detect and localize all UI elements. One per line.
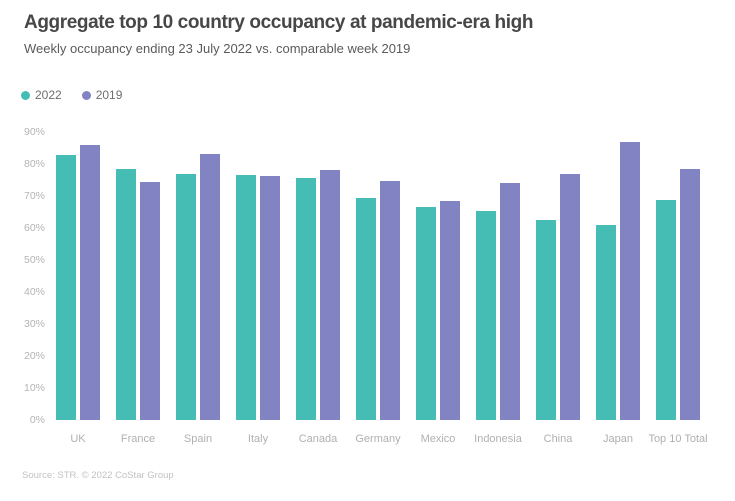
bar-China-2019	[560, 173, 580, 420]
x-axis: UK France Spain Italy Canada Germany Mexico Ind…	[50, 433, 735, 445]
y-axis-tick-50: 50%	[23, 254, 45, 266]
y-axis-tick-40: 40%	[23, 286, 45, 298]
x-axis-label-Italy: Italy	[247, 433, 269, 445]
bar-Indonesia-2022	[476, 211, 496, 420]
chart-title: Aggregate top 10 country occupancy at pa…	[24, 12, 534, 33]
bar-chart: 0% 10% 20% 30% 40% 50% 60% 70% 80% 90% UK France Sp…	[0, 125, 735, 445]
x-axis-label-Germany: Germany	[355, 433, 401, 445]
bar-group-Spain	[176, 154, 220, 420]
y-axis-tick-0: 0%	[29, 414, 45, 426]
bar-Indonesia-2019	[500, 183, 520, 420]
bar-Germany-2019	[380, 181, 400, 420]
bar-UK-2022	[56, 154, 76, 420]
x-axis-label-Indonesia: Indonesia	[474, 433, 522, 445]
y-axis-tick-20: 20%	[23, 350, 45, 362]
bar-group-Italy	[236, 174, 280, 420]
plot-area	[50, 125, 735, 420]
x-axis-label-China: China	[543, 433, 573, 445]
bar-Italy-2019	[260, 175, 280, 420]
bar-Germany-2022	[356, 198, 376, 420]
bar-UK-2019	[80, 144, 100, 420]
y-axis-tick-10: 10%	[23, 382, 45, 394]
x-axis-label-France: France	[120, 433, 156, 445]
bar-Canada-2019	[320, 169, 340, 420]
bar-group-Mexico	[416, 201, 460, 420]
y-axis-tick-90: 90%	[23, 126, 45, 138]
bar-France-2019	[140, 182, 160, 420]
bar-Top 10 Total-2022	[656, 200, 676, 420]
legend-dot-icon	[81, 90, 91, 100]
x-axis-label-Canada: Canada	[298, 433, 338, 445]
bar-Japan-2019	[620, 142, 640, 420]
legend-label: 2022	[35, 88, 62, 102]
legend-dot-icon	[21, 90, 30, 100]
x-axis-label-Spain: Spain	[183, 433, 213, 445]
bar-Japan-2022	[596, 224, 616, 420]
bar-Mexico-2019	[440, 201, 460, 420]
bar-France-2022	[116, 169, 136, 420]
source-note: Source: STR. © 2022 CoStar Group	[22, 470, 174, 481]
x-axis-label-Mexico: Mexico	[420, 433, 456, 445]
legend: 2022 2019	[21, 88, 122, 102]
bar-Canada-2022	[296, 178, 316, 420]
bar-Spain-2019	[200, 154, 220, 420]
bar-group-Canada	[296, 169, 340, 420]
y-axis-tick-70: 70%	[23, 190, 45, 202]
bar-group-Top 10 Total	[656, 169, 700, 420]
x-axis-label-Japan: Japan	[603, 433, 633, 445]
bar-Top 10 Total-2019	[680, 169, 700, 420]
header: Aggregate top 10 country occupancy at pa…	[24, 12, 533, 56]
y-axis: 0% 10% 20% 30% 40% 50% 60% 70% 80% 90%	[0, 125, 45, 426]
y-axis-tick-60: 60%	[23, 222, 45, 234]
bar-Italy-2022	[236, 174, 256, 420]
x-axis-label-UK: UK	[70, 433, 86, 445]
legend-item-2022: 2022	[21, 88, 62, 102]
y-axis-tick-30: 30%	[23, 318, 45, 330]
chart-subtitle: Weekly occupancy ending 23 July 2022 vs.…	[24, 41, 411, 56]
bar-group-Japan	[596, 142, 640, 420]
x-axis-label-Top 10 Total: Top 10 Total	[648, 433, 708, 445]
bar-group-France	[116, 169, 160, 420]
bar-group-UK	[56, 144, 100, 420]
bar-group-Indonesia	[476, 183, 520, 420]
bar-group-Germany	[356, 181, 400, 420]
legend-label: 2019	[95, 88, 123, 102]
bar-Spain-2022	[176, 173, 196, 420]
y-axis-tick-80: 80%	[23, 158, 45, 170]
bar-Mexico-2022	[416, 206, 436, 420]
legend-item-2019: 2019	[81, 88, 123, 102]
bar-group-China	[536, 173, 580, 420]
bar-China-2022	[536, 220, 556, 420]
